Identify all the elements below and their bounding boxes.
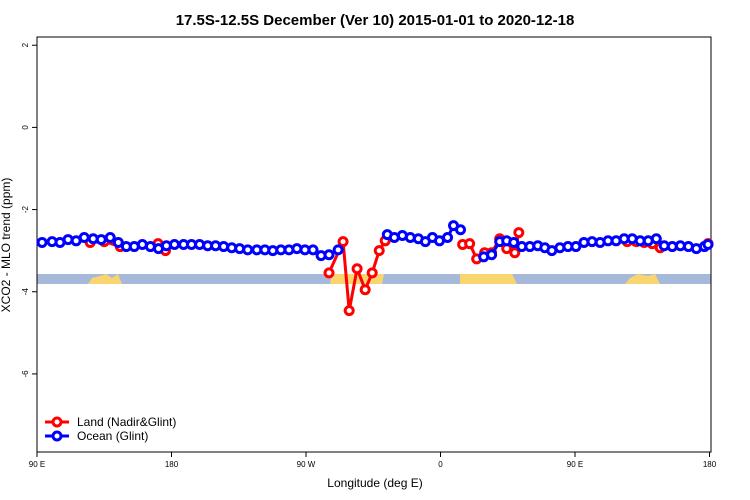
point [455, 224, 467, 236]
point [307, 244, 319, 256]
point [359, 284, 371, 296]
point [36, 236, 48, 248]
point [343, 305, 355, 317]
point [78, 232, 90, 244]
point [332, 244, 344, 256]
x-tick-label: 90 E [567, 460, 583, 469]
x-tick-label: 180 [703, 460, 717, 469]
point [104, 232, 116, 244]
point [508, 236, 520, 248]
y-tick-label: 0 [21, 125, 30, 130]
x-tick-label: 90 E [29, 460, 45, 469]
y-tick-label: -2 [21, 205, 30, 213]
point [570, 241, 582, 253]
point [168, 239, 180, 250]
point [112, 236, 124, 248]
point [95, 234, 107, 246]
point [509, 247, 521, 259]
point [486, 249, 498, 261]
point [442, 232, 454, 244]
x-tick-label: 0 [438, 460, 443, 469]
point [702, 239, 714, 250]
point [323, 249, 335, 261]
point [513, 227, 525, 239]
y-tick-label: -6 [21, 370, 30, 378]
point [337, 236, 349, 248]
point [351, 263, 363, 275]
x-tick-label: 90 W [297, 460, 316, 469]
point [242, 244, 254, 256]
legend-marker [51, 430, 63, 442]
point [366, 267, 378, 279]
y-tick-label: -4 [21, 288, 30, 296]
y-axis-label: XCO2 - MLO trend (ppm) [0, 178, 13, 313]
chart-title: 17.5S-12.5S December (Ver 10) 2015-01-01… [176, 12, 575, 29]
point [323, 267, 335, 279]
legend-label: Land (Nadir&Glint) [77, 415, 176, 429]
legend-label: Ocean (Glint) [77, 429, 148, 443]
point [464, 238, 476, 250]
y-tick-label: 2 [21, 42, 30, 47]
point [373, 245, 385, 257]
legend-marker [51, 416, 63, 428]
point [650, 233, 662, 245]
x-tick-label: 180 [165, 460, 179, 469]
x-axis-label: Longitude (deg E) [327, 476, 422, 490]
